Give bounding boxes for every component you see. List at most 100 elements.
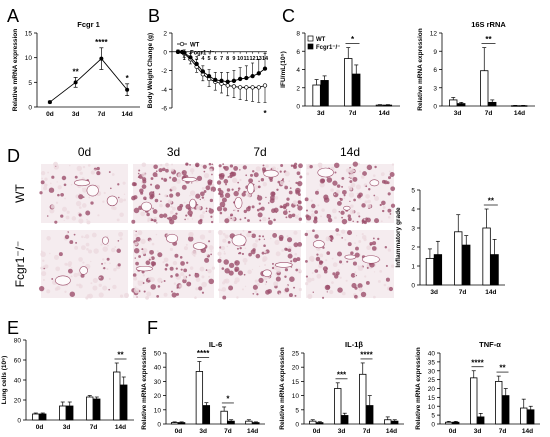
histology-cell <box>199 198 201 201</box>
histology-cell <box>262 235 265 238</box>
panel-letter-E: E <box>7 318 19 338</box>
panel-a-sig-label: ** <box>73 67 80 76</box>
histology-cell <box>253 254 256 256</box>
histology-cell <box>61 175 67 181</box>
histology-airway <box>369 179 380 187</box>
histology-cell <box>183 275 187 279</box>
panel-d-right-bar <box>490 254 499 286</box>
histology-cell <box>365 194 370 199</box>
histology-cell <box>349 209 355 215</box>
histology-cell <box>222 238 227 243</box>
histology-cell <box>202 164 207 169</box>
histology-cell <box>147 217 152 222</box>
histology-cell <box>173 282 177 285</box>
panel-b-point <box>262 83 268 88</box>
histology-cell <box>75 241 78 244</box>
histology-cell <box>258 202 261 205</box>
histology-cell <box>111 173 115 176</box>
histology-cell <box>119 212 124 218</box>
histology-cell <box>309 255 315 262</box>
histology-cell <box>369 243 372 246</box>
panel-c-left-x-tick-label: 7d <box>349 110 357 117</box>
panel-d-right-y-tick-label: 4 <box>411 207 415 214</box>
histology-cell <box>366 164 373 171</box>
histology-cell <box>325 285 331 290</box>
panel-e-y-tick-label: 60 <box>14 358 22 365</box>
histology-cell <box>242 257 248 263</box>
histology-image <box>39 161 128 225</box>
histology-cell <box>137 230 143 236</box>
histology-cell <box>38 285 45 292</box>
histology-cell <box>388 176 392 180</box>
histology-cell <box>348 176 350 179</box>
histology-cell <box>233 166 239 171</box>
histology-cell <box>305 259 308 263</box>
histology-cell <box>258 265 261 268</box>
histology-cell <box>100 243 103 246</box>
histology-cell <box>321 163 323 165</box>
panel-f-il1b-x-tick-label: 7d <box>363 428 371 435</box>
histology-cell <box>189 163 191 166</box>
histology-cell <box>224 268 230 274</box>
panel-f-il1b-x-tick-label: 14d <box>386 428 397 435</box>
histology-cell <box>256 293 259 296</box>
histology-cell <box>168 216 173 221</box>
histology-cell <box>310 213 315 218</box>
histology-cell <box>90 260 92 263</box>
panel-e-bar <box>120 384 128 421</box>
histology-cell <box>363 220 368 225</box>
histology-cell <box>382 205 386 209</box>
histology-cell <box>366 266 369 269</box>
histology-cell <box>211 163 214 166</box>
histology-cell <box>339 197 342 200</box>
histology-cell <box>56 286 61 291</box>
histology-cell <box>297 242 303 247</box>
panel-f-tnfa-y-tick-label: 25 <box>428 377 436 384</box>
panel-f-il6-bar <box>202 405 211 425</box>
histology-cell <box>41 271 47 277</box>
histology-cell <box>338 211 341 213</box>
histology-cell <box>160 200 162 202</box>
histology-cell <box>310 199 314 202</box>
panel-b-legend-label: WT <box>190 43 200 49</box>
histology-cell <box>43 186 48 191</box>
histology-cell <box>123 198 126 202</box>
histology-cell <box>182 278 187 284</box>
histology-cell <box>383 180 388 185</box>
histology-cell <box>274 239 280 245</box>
panel-c-right-bar <box>511 105 520 107</box>
panel-c-left-x-tick-label: 3d <box>317 110 325 117</box>
histology-background <box>41 164 128 223</box>
histology-cell <box>255 166 261 172</box>
histology-cell <box>141 162 147 167</box>
histology-cell <box>226 245 228 248</box>
histology-cell <box>326 214 329 216</box>
histology-cell <box>222 232 226 236</box>
panel-f-il6-y-tick-label: 20 <box>154 393 162 400</box>
panel-e-x-tick-label: 0d <box>36 424 44 431</box>
histology-cell <box>191 172 194 175</box>
histology-cell <box>201 291 205 294</box>
histology-cell <box>293 242 299 248</box>
histology-cell <box>228 262 235 269</box>
histology-cell <box>171 163 174 166</box>
histology-cell <box>264 283 267 286</box>
histology-cell <box>141 172 147 178</box>
histology-cell <box>267 218 270 221</box>
panel-f-tnfa-x-tick-label: 7d <box>499 428 507 435</box>
panel-b-point <box>188 55 193 60</box>
panel-b-point <box>194 61 199 67</box>
histology-cell <box>306 172 310 176</box>
histology-cell <box>288 210 291 213</box>
panel-c-right-bar <box>480 70 489 107</box>
histology-cell <box>291 213 296 218</box>
panel-e-bar <box>39 413 47 421</box>
histology-cell <box>122 181 126 185</box>
histology-cell <box>106 267 109 270</box>
histology-cell <box>175 212 178 215</box>
histology-cell <box>253 172 259 178</box>
histology-cell <box>317 189 319 191</box>
histology-cell <box>149 276 153 280</box>
histology-cell <box>138 169 141 172</box>
histology-cell <box>232 177 238 184</box>
